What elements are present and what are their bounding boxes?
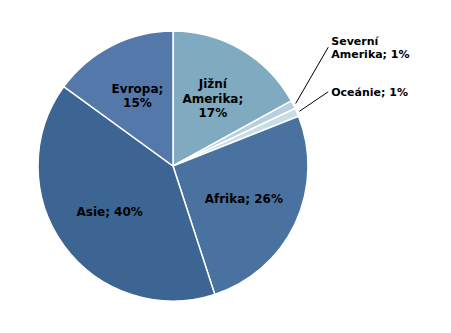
svg-text:Evropa;15%: Evropa;15% [112, 82, 164, 110]
svg-text:JižníAmerika;17%: JižníAmerika;17% [182, 77, 243, 120]
svg-text:Asie; 40%: Asie; 40% [76, 205, 142, 219]
svg-text:SeverníAmerika; 1%: SeverníAmerika; 1% [331, 34, 409, 60]
svg-text:Afrika; 26%: Afrika; 26% [205, 192, 283, 206]
svg-text:Oceánie; 1%: Oceánie; 1% [331, 85, 408, 98]
